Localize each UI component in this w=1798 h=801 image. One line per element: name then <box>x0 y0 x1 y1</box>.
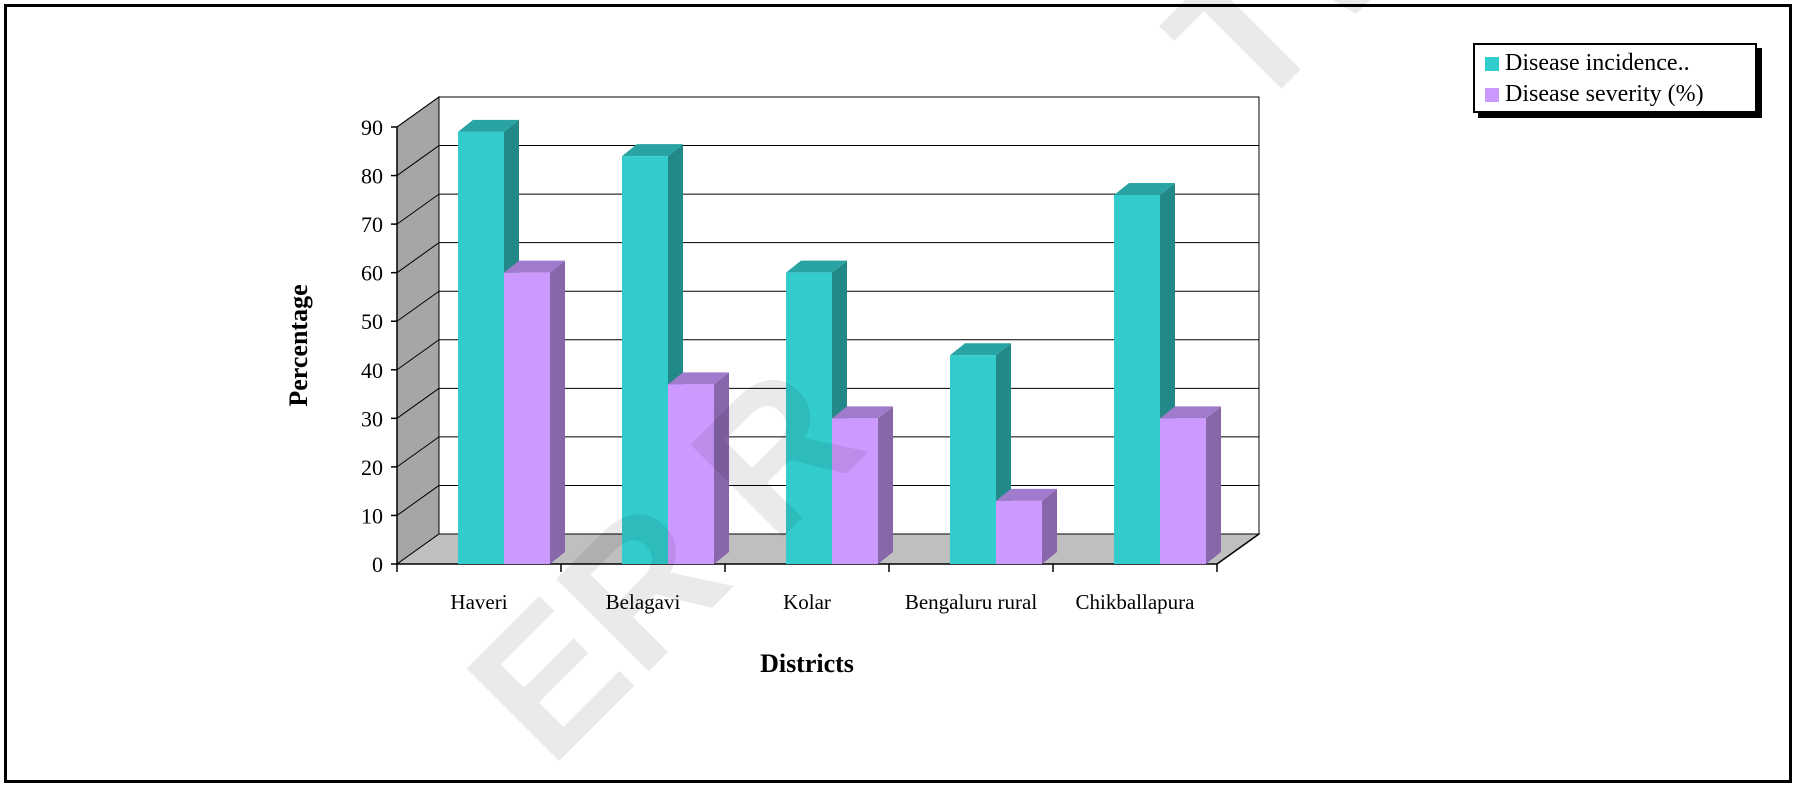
bar-0-1-top <box>622 144 683 157</box>
x-tick-label-1: Belagavi <box>606 590 681 614</box>
bar-1-0 <box>504 272 550 564</box>
chart-frame: 0 10 20 30 40 50 60 70 80 90 Haveri Belagavi Kolar Be… <box>4 0 1792 799</box>
legend-label-severity: Disease severity (%) <box>1505 81 1704 107</box>
legend-label-incidence: Disease incidence.. <box>1505 50 1690 76</box>
gridline-side-1 <box>396 485 440 516</box>
bar-1-4-side <box>1206 406 1221 564</box>
chart-plot: 0 10 20 30 40 50 60 70 80 90 Haveri Belagavi Kolar Be… <box>284 96 1261 678</box>
x-tick-label-0: Haveri <box>450 590 507 614</box>
gridline-side-8 <box>396 145 440 176</box>
bar-1-0-side <box>550 260 565 564</box>
bar-0-2 <box>786 272 832 564</box>
bar-1-0-top <box>504 260 565 273</box>
legend-item-severity: Disease severity (%) <box>1485 79 1755 110</box>
y-tick-label-3: 30 <box>361 406 383 431</box>
y-tick-label-7: 70 <box>361 212 383 237</box>
gridline-side-9 <box>396 96 440 128</box>
y-tick-label-4: 40 <box>361 358 383 383</box>
bar-1-2-top <box>832 406 893 419</box>
bar-0-3 <box>950 355 996 564</box>
gridline-side-7 <box>396 193 440 225</box>
bar-0-1 <box>622 156 668 564</box>
y-tick-label-8: 80 <box>361 164 383 189</box>
gridline-side-5 <box>396 290 440 322</box>
bar-0-3-top <box>950 343 1011 356</box>
bar-1-2-side <box>878 406 893 564</box>
bar-1-1-side <box>714 372 729 564</box>
legend-item-incidence: Disease incidence.. <box>1485 48 1755 79</box>
bar-1-3-side <box>1042 488 1057 564</box>
bar-1-4 <box>1160 418 1206 564</box>
x-axis-title: Districts <box>760 649 854 678</box>
bar-0-0 <box>458 131 504 564</box>
legend-swatch-severity <box>1485 87 1499 102</box>
y-tick-label-2: 20 <box>361 455 383 480</box>
gridline-side-4 <box>396 339 440 371</box>
floor-edge <box>1216 533 1260 565</box>
bar-0-4 <box>1114 194 1160 564</box>
legend-swatch-incidence <box>1485 56 1499 71</box>
bar-1-4-top <box>1160 406 1221 419</box>
legend: Disease incidence.. Disease severity (%) <box>1473 43 1757 113</box>
bar-1-1 <box>668 384 714 564</box>
x-tick-label-2: Kolar <box>783 590 831 614</box>
bar-1-3 <box>996 500 1042 564</box>
y-tick-label-6: 60 <box>361 261 383 286</box>
x-tick-label-3: Bengaluru rural <box>905 590 1038 614</box>
bar-0-4-top <box>1114 182 1175 195</box>
y-tick-label-9: 90 <box>361 115 383 140</box>
y-axis-title: Percentage <box>284 284 313 406</box>
x-tick-label-4: Chikballapura <box>1076 590 1196 614</box>
bar-1-2 <box>832 418 878 564</box>
bar-0-0-top <box>458 119 519 132</box>
gridline-side-3 <box>396 387 440 419</box>
y-tick-label-5: 50 <box>361 309 383 334</box>
gridline-side-6 <box>396 242 440 274</box>
y-tick-label-1: 10 <box>361 503 383 528</box>
bar-1-1-top <box>668 372 729 385</box>
y-tick-label-0: 0 <box>372 552 383 577</box>
side-wall <box>396 96 440 565</box>
gridline-side-2 <box>396 436 440 468</box>
bar-1-3-top <box>996 488 1057 501</box>
bar-0-2-top <box>786 260 847 273</box>
